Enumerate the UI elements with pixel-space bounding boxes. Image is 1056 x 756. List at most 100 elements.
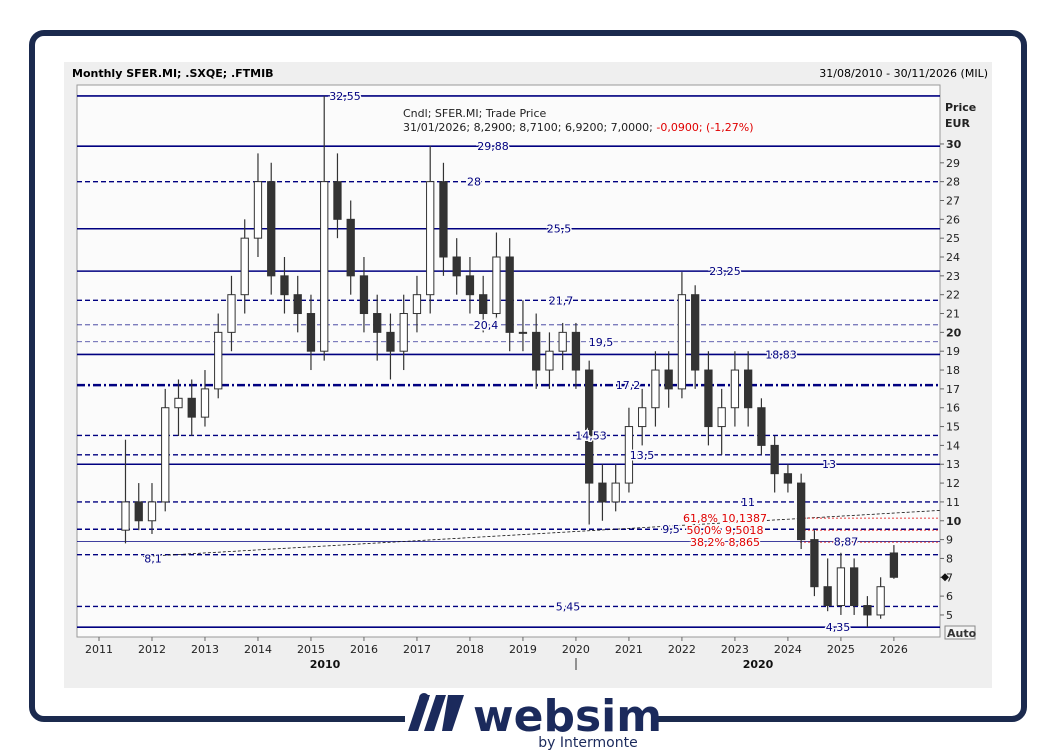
candle-body: [863, 605, 872, 616]
logo-icon: [419, 693, 429, 703]
y-tick-label: 18: [946, 364, 960, 377]
candle-body: [518, 331, 528, 334]
plot: 5678910111213141516171819202122232425262…: [77, 88, 962, 671]
trendline-label: 8,1: [144, 553, 162, 566]
y-tick-label: 26: [946, 213, 960, 226]
x-tick-label: 2018: [456, 643, 484, 656]
candle-body: [810, 539, 819, 588]
x-tick-label: 2024: [774, 643, 802, 656]
info-line: Cndl; SFER.MI; Trade Price: [403, 107, 547, 120]
level-label: 13: [822, 458, 836, 471]
x-tick-label: 2016: [350, 643, 378, 656]
candle-body: [412, 294, 422, 315]
level-label: 21,7: [549, 294, 574, 307]
candle-body: [532, 331, 541, 371]
candle-body: [585, 369, 594, 484]
y-tick-label: 7: [946, 571, 953, 584]
y-tick-label: 11: [946, 496, 960, 509]
candle-body: [836, 567, 846, 607]
candle-body: [386, 331, 395, 352]
y-tick-label: 24: [946, 251, 960, 264]
level-label: 5,45: [556, 600, 581, 613]
candle-body: [240, 237, 249, 296]
level-label: 13,5: [630, 449, 655, 462]
info-values: 31/01/2026; 8,2900; 8,7100; 6,9200; 7,00…: [403, 121, 653, 134]
x-tick-label: 2019: [509, 643, 537, 656]
y-tick-label: 29: [946, 157, 960, 170]
y-tick-label: 14: [946, 439, 960, 452]
y-tick-label: 17: [946, 383, 960, 396]
candle-body: [611, 482, 620, 503]
y-axis-label: Price: [945, 101, 976, 114]
candle-body: [306, 313, 316, 352]
candle-body: [704, 369, 713, 428]
candle-body: [359, 275, 369, 315]
y-tick-label: 13: [946, 458, 960, 471]
candle-body: [558, 331, 567, 352]
candle-body: [624, 426, 634, 484]
candle-body: [770, 444, 779, 475]
y-tick-label: 22: [946, 289, 960, 302]
candle-body: [889, 552, 899, 578]
x-tick-label: 2013: [191, 643, 219, 656]
level-label: 23,25: [709, 265, 741, 278]
candle-body: [823, 586, 832, 607]
fib-label: 61,8% 10,1387: [683, 512, 767, 525]
y-tick-label: 16: [946, 402, 960, 415]
y-tick-label: 27: [946, 194, 960, 207]
level-label: 4,35: [826, 621, 851, 634]
candle-body: [267, 181, 276, 277]
y-tick-label: 9: [946, 534, 953, 547]
candle-body: [280, 275, 289, 296]
candle-body: [677, 294, 687, 390]
candle-body: [227, 294, 236, 333]
x-tick-label: 2025: [827, 643, 855, 656]
scale-mode[interactable]: Auto: [947, 627, 977, 640]
y-tick-label: 28: [946, 176, 960, 189]
candle-body: [730, 369, 740, 409]
y-tick-label: 15: [946, 421, 960, 434]
level-label: 25,5: [547, 223, 572, 236]
logo-icon: [408, 695, 446, 731]
logo-tagline: by Intermonte: [538, 735, 637, 751]
candle-body: [399, 313, 408, 352]
fib-label: 38,2% 8,865: [690, 536, 760, 549]
y-tick-label: 12: [946, 477, 960, 490]
candle-body: [161, 407, 170, 503]
candle-body: [333, 181, 342, 220]
candle-body: [121, 501, 130, 531]
candle-body: [797, 482, 806, 541]
candle-body: [876, 586, 885, 616]
candle-body: [717, 407, 726, 428]
info-line: 31/01/2026; 8,2900; 8,7100; 6,9200; 7,00…: [403, 121, 754, 134]
level-label: 17,2: [616, 379, 641, 392]
candle-body: [651, 369, 660, 409]
level-label: 32,55: [329, 90, 361, 103]
candle-body: [757, 407, 766, 446]
candle-body: [479, 294, 488, 315]
candle-body: [293, 294, 302, 315]
candle-body: [174, 397, 183, 409]
level-label: 29,88: [477, 140, 509, 153]
candle-body: [134, 501, 143, 522]
candle-body: [744, 369, 753, 409]
y-tick-label: 5: [946, 609, 953, 622]
candle-body: [439, 181, 448, 258]
candle-body: [346, 218, 355, 277]
candle-body: [638, 407, 647, 428]
y-tick-label: 19: [946, 345, 960, 358]
x-tick-label: 2022: [668, 643, 696, 656]
scale-button[interactable]: [944, 625, 976, 640]
candle-body: [598, 482, 607, 503]
y-tick-label: 8: [946, 552, 953, 565]
level-label: 19,5: [589, 336, 614, 349]
info-change: -0,0900; (-1,27%): [656, 121, 753, 134]
x-tick-label: 2011: [85, 643, 113, 656]
candle-body: [571, 331, 581, 371]
level-label: 20,4: [474, 319, 499, 332]
candle-body: [492, 256, 501, 315]
candle-body: [783, 473, 793, 484]
logo-icon: [442, 695, 464, 731]
